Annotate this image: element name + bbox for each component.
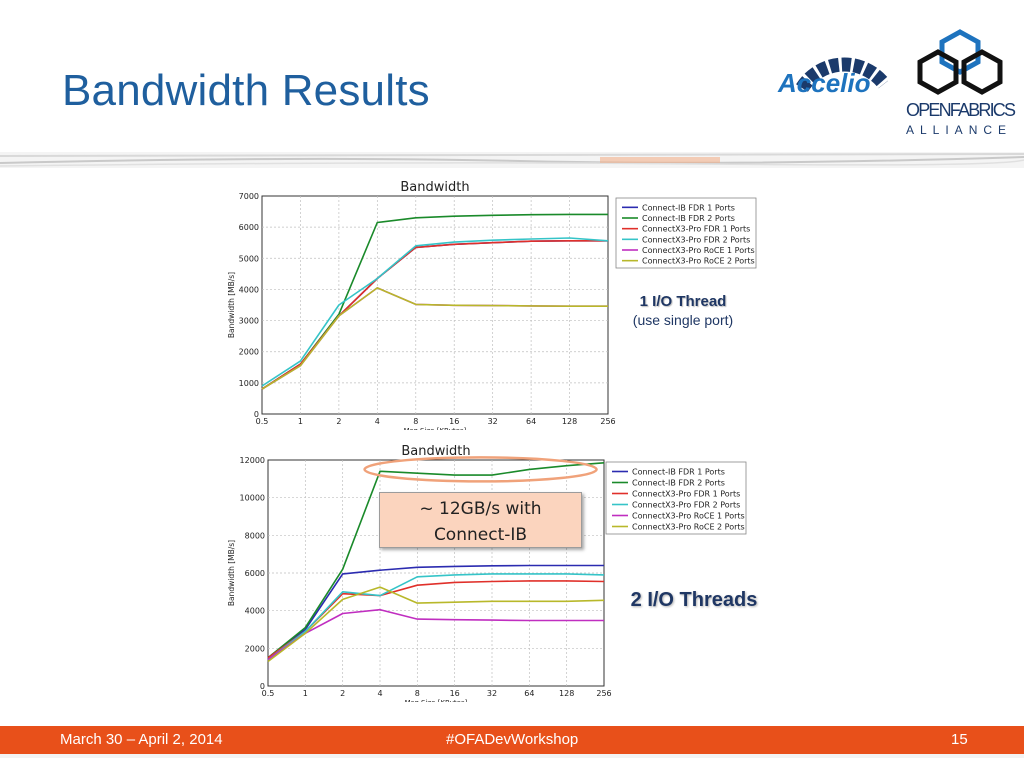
chart1-x-axis-label: Msg Size [KBytes] <box>404 427 467 430</box>
chart1-y-tick-label: 1000 <box>239 379 259 388</box>
chart1-x-tick-label: 2 <box>336 417 341 426</box>
chart2-legend-label: ConnectX3-Pro RoCE 1 Ports <box>632 512 745 521</box>
chart2-legend-label: ConnectX3-Pro RoCE 2 Ports <box>632 523 745 532</box>
chart2-x-tick-label: 0.5 <box>262 689 275 698</box>
chart2-series-line-4 <box>267 573 605 661</box>
note-single-thread: 1 I/O Thread (use single port) <box>616 293 750 328</box>
chart1-y-tick-label: 5000 <box>239 254 259 263</box>
chart2-x-tick-label: 4 <box>377 689 382 698</box>
chart1-y-tick-label: 7000 <box>239 192 259 201</box>
chart2-series-line-1 <box>267 564 604 659</box>
chart2-x-tick-label: 256 <box>596 689 611 698</box>
slide-title: Bandwidth Results <box>62 66 430 115</box>
chart1-y-tick-label: 0 <box>254 410 259 419</box>
chart1-legend-label: Connect-IB FDR 2 Ports <box>642 214 735 223</box>
chart2-y-tick-label: 4000 <box>245 607 265 616</box>
note-two-threads: 2 I/O Threads <box>630 589 758 611</box>
chart2-x-tick-label: 2 <box>340 689 345 698</box>
chart1-y-axis-label: Bandwidth [MB/s] <box>227 272 236 338</box>
callout-line-2: Connect-IB <box>433 525 528 545</box>
chart2-x-tick-label: 64 <box>524 689 534 698</box>
chart1-series-line-4 <box>261 237 609 387</box>
ofa-logo-line2: ALLIANCE <box>906 123 1012 137</box>
chart2-series-line-2 <box>267 462 605 659</box>
chart2-legend-label: Connect-IB FDR 1 Ports <box>632 468 725 477</box>
openfabrics-logo: OPENFABRICS ALLIANCE <box>906 29 1016 137</box>
callout-line-1: ~ 12GB/s with <box>419 499 542 519</box>
note-single-thread-subtitle: (use single port) <box>632 312 734 328</box>
chart2-y-axis-label: Bandwidth [MB/s] <box>227 540 236 606</box>
chart1-x-tick-label: 4 <box>375 417 380 426</box>
chart1-legend-label: ConnectX3-Pro RoCE 1 Ports <box>642 246 755 255</box>
chart2-x-axis-label: Msg Size [KBytes] <box>405 699 468 702</box>
chart1-legend-box <box>615 197 757 269</box>
chart1-x-tick-label: 0.5 <box>256 417 269 426</box>
chart1-x-tick-label: 64 <box>526 417 536 426</box>
footer-bar: March 30 – April 2, 2014 #OFADevWorkshop… <box>0 726 1024 754</box>
footer-date: March 30 – April 2, 2014 <box>60 731 223 748</box>
chart1-chart-title: Bandwidth <box>400 180 469 195</box>
chart2-legend-box <box>605 461 747 535</box>
callout-12gb: ~ 12GB/s with Connect-IB <box>379 492 582 548</box>
chart2-x-tick-label: 128 <box>559 689 574 698</box>
hexagon-cluster-icon <box>917 29 1003 95</box>
chart2-legend-label: ConnectX3-Pro FDR 1 Ports <box>632 490 740 499</box>
chart1-y-tick-label: 3000 <box>239 317 259 326</box>
header-stripe <box>0 152 1024 168</box>
chart2-chart-title: Bandwidth <box>401 444 470 459</box>
bandwidth-chart-1-thread: 0.5 1 2 4 8 16 32 64 128 256 0 1000 2000 3000 4000 5000… <box>227 180 757 430</box>
chart2-y-tick-label: 2000 <box>245 644 265 653</box>
chart1-legend-label: ConnectX3-Pro FDR 1 Ports <box>642 225 750 234</box>
chart1-y-tick-label: 4000 <box>239 285 259 294</box>
chart1-series-line-6 <box>261 287 608 390</box>
chart2-x-tick-label: 8 <box>415 689 420 698</box>
chart2-y-tick-label: 6000 <box>245 569 265 578</box>
chart1-legend-label: Connect-IB FDR 1 Ports <box>642 203 735 212</box>
chart2-y-tick-label: 8000 <box>245 531 265 540</box>
chart1-legend-label: ConnectX3-Pro RoCE 2 Ports <box>642 257 755 266</box>
chart2-series-line-6 <box>267 586 605 663</box>
ofa-logo-line1: OPENFABRICS <box>906 100 1016 120</box>
chart2-series-line-5 <box>267 608 604 661</box>
chart1-x-tick-label: 128 <box>562 417 577 426</box>
chart1-x-tick-label: 32 <box>488 417 498 426</box>
note-single-thread-title: 1 I/O Thread <box>639 293 727 310</box>
chart1-x-tick-label: 256 <box>600 417 615 426</box>
accelio-arc-icon <box>796 57 888 92</box>
footer-underline <box>0 754 1024 758</box>
chart2-x-tick-label: 16 <box>450 689 460 698</box>
accelio-logo: Accelio <box>777 57 888 98</box>
chart2-legend-label: Connect-IB FDR 2 Ports <box>632 479 725 488</box>
chart1-legend-label: ConnectX3-Pro FDR 2 Ports <box>642 235 750 244</box>
chart2-x-tick-label: 32 <box>487 689 497 698</box>
chart2-y-tick-label: 12000 <box>240 456 265 465</box>
chart1-y-tick-label: 2000 <box>239 348 259 357</box>
chart2-highlight-ellipse <box>363 456 598 483</box>
chart1-x-tick-label: 8 <box>413 417 418 426</box>
chart2-legend-label: ConnectX3-Pro FDR 2 Ports <box>632 501 740 510</box>
chart1-x-tick-label: 16 <box>449 417 459 426</box>
chart2-y-tick-label: 0 <box>260 682 265 691</box>
accelio-logo-text: Accelio <box>777 68 871 98</box>
bandwidth-chart-2-threads: 0.5 1 2 4 8 16 32 64 128 256 0 2000 4000 6000 8000 1000… <box>227 444 747 702</box>
chart1-x-tick-label: 1 <box>298 417 303 426</box>
chart2-y-tick-label: 10000 <box>240 494 265 503</box>
footer-hashtag: #OFADevWorkshop <box>446 731 579 748</box>
chart2-x-tick-label: 1 <box>303 689 308 698</box>
footer-page-number: 15 <box>951 731 968 748</box>
chart1-y-tick-label: 6000 <box>239 223 259 232</box>
